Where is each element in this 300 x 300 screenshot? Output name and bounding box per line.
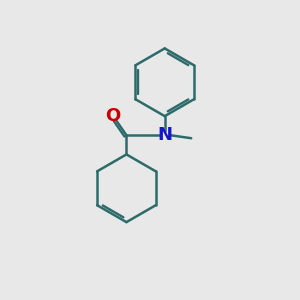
Text: O: O [106,107,121,125]
Text: N: N [157,126,172,144]
